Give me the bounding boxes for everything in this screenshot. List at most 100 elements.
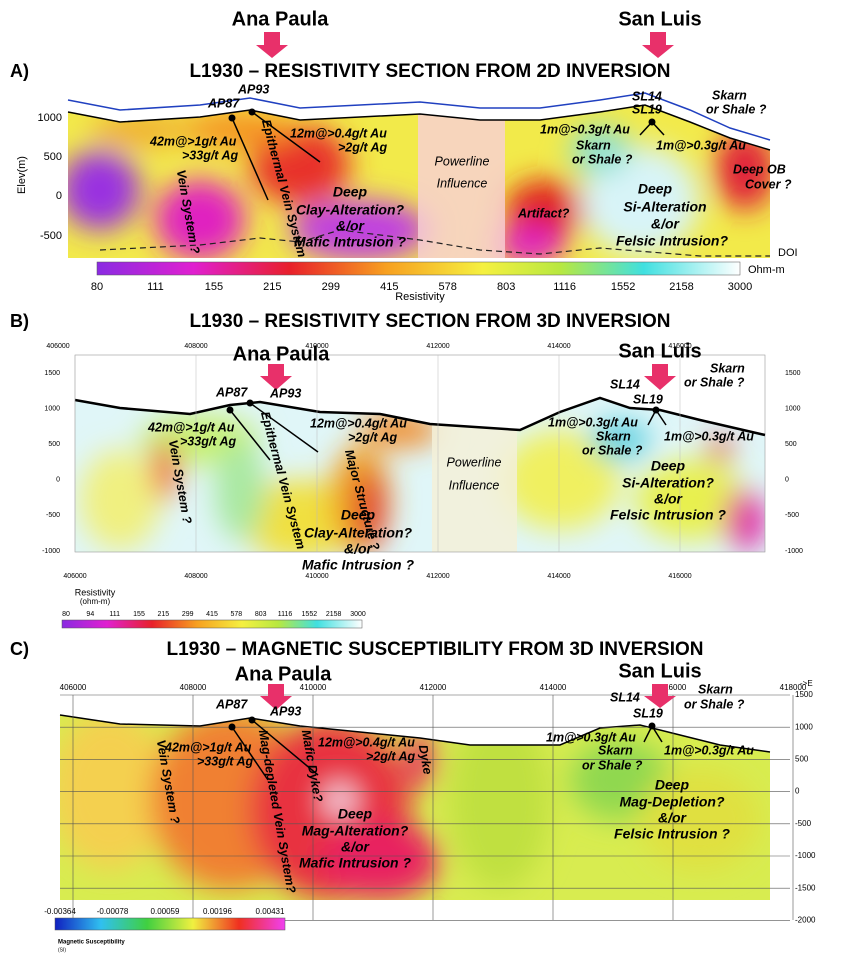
annotation: >2g/t Ag [366, 749, 416, 763]
y-tick-label: 0 [56, 477, 60, 484]
colorbar-label: Resistivity [75, 587, 116, 597]
x-tick-label: 410000 [305, 343, 328, 350]
x-tick-label: 408000 [184, 343, 207, 350]
y-tick-label: 1000 [38, 112, 62, 124]
annotation: Clay-Alteration? [296, 202, 405, 218]
panel-letter: C) [10, 639, 29, 659]
annotation: >2g/t Ag [338, 140, 388, 154]
x-tick-label: 412000 [426, 573, 449, 580]
x-tick-label: 416000 [668, 573, 691, 580]
annotation: Mafic Intrusion ? [294, 234, 406, 250]
annotation: 1m@>0.3g/t Au [664, 429, 754, 443]
colorbar-tick-label: 215 [263, 281, 281, 293]
colorbar-tick-label: 0.00196 [203, 907, 232, 916]
colorbar-tick-label: 803 [497, 281, 515, 293]
colorbar-tick-label: 0.00059 [151, 907, 180, 916]
annotation: Mafic Intrusion ? [302, 557, 414, 573]
annotation: &/or [654, 491, 684, 507]
y-tick-label: 1000 [795, 722, 813, 731]
site-label: Ana Paula [235, 663, 333, 685]
colorbar [61, 619, 363, 629]
annotation: or Shale ? [684, 375, 745, 389]
annotation: SL19 [633, 706, 663, 720]
annotation: Influence [437, 176, 488, 190]
annotation: Felsic Intrusion ? [610, 507, 726, 523]
colorbar [96, 261, 741, 276]
section-image [68, 105, 770, 258]
annotation: AP93 [269, 704, 301, 718]
panel-title: L1930 – RESISTIVITY SECTION FROM 3D INVE… [189, 311, 670, 332]
colorbar-tick-label: 155 [205, 281, 223, 293]
annotation: Si-Alteration [623, 199, 706, 215]
x-tick-label: 414000 [540, 683, 567, 692]
colorbar-tick-label: 1552 [302, 611, 318, 618]
collar [246, 399, 254, 407]
annotation: Deep [651, 458, 686, 474]
drillhole [231, 117, 269, 201]
x-tick-label: 412000 [420, 683, 447, 692]
annotation: or Shale ? [684, 697, 745, 711]
colorbar-tick-label: 299 [322, 281, 340, 293]
annotation: Deep [333, 184, 368, 200]
annotation: AP87 [215, 697, 248, 711]
annotation: 12m@>0.4g/t Au [310, 416, 407, 430]
annotation: or Shale ? [582, 758, 643, 772]
colorbar-unit: (ohm-m) [80, 597, 111, 606]
annotation: or Shale ? [582, 443, 643, 457]
doi-label: DOI [778, 247, 798, 259]
annotation: &/or [651, 216, 681, 232]
annotation: Mag-Alteration? [302, 823, 409, 839]
y-tick-label: 1000 [785, 405, 801, 412]
site-arrow [260, 684, 292, 710]
colorbar-tick-label: -0.00078 [97, 907, 129, 916]
panel-c: C) L1930 – MAGNETIC SUSCEPTIBILITY FROM … [10, 639, 816, 954]
annotation: Artifact? [517, 206, 570, 220]
annotation: Skarn [596, 429, 631, 443]
x-tick-label: 412000 [426, 343, 449, 350]
terrain-line [74, 396, 766, 437]
annotation: &/or [341, 839, 371, 855]
annotation: &/or [336, 218, 366, 234]
annotation: SL19 [633, 392, 663, 406]
colorbar-unit: (SI) [58, 947, 66, 953]
y-tick-label: 0 [785, 477, 789, 484]
x-tick-label: 408000 [180, 683, 207, 692]
y-tick-label: 1500 [44, 370, 60, 377]
drillhole [229, 409, 271, 461]
annotation: Mafic Intrusion ? [299, 855, 411, 871]
y-tick-label: -1000 [795, 851, 816, 860]
annotation: 1m@>0.3g/t Au [664, 743, 754, 757]
topography-line [67, 92, 771, 141]
x-tick-label: 410000 [305, 573, 328, 580]
annotation: &/or [658, 810, 688, 826]
annotation: &/or [344, 541, 374, 557]
panel-letter: A) [10, 61, 29, 81]
site-arrow [260, 364, 292, 390]
y-tick-label: -2000 [795, 916, 816, 925]
site-arrow [642, 32, 674, 58]
colorbar-label: Magnetic Susceptibility [58, 940, 125, 946]
colorbar-label: Resistivity [395, 291, 445, 303]
annotation: 1m@>0.3g/t Au [540, 122, 630, 136]
panel-a: Ana Paula San Luis A) L1930 – RESISTIVIT… [10, 8, 798, 303]
colorbar-tick-label: 578 [439, 281, 457, 293]
annotation: 1m@>0.3g/t Au [548, 415, 638, 429]
annotation: SL19 [632, 102, 662, 116]
site-label: Ana Paula [233, 343, 331, 365]
y-tick-label: -1000 [785, 548, 803, 555]
annotation: Si-Alteration? [622, 475, 714, 491]
annotation: or Shale ? [572, 152, 633, 166]
annotation: Deep [655, 777, 690, 793]
x-tick-label: 406000 [46, 343, 69, 350]
panel-letter: B) [10, 311, 29, 331]
site-arrow [256, 32, 288, 58]
annotation: AP93 [269, 386, 301, 400]
panel-b: B) L1930 – RESISTIVITY SECTION FROM 3D I… [10, 311, 803, 629]
x-direction: ->E [800, 679, 813, 688]
x-tick-label: 416000 [660, 683, 687, 692]
annotation: Mag-Depletion? [620, 794, 725, 810]
annotation: or Shale ? [706, 102, 767, 116]
colorbar-tick-label: -0.00364 [44, 907, 76, 916]
colorbar-tick-label: 215 [157, 611, 169, 618]
